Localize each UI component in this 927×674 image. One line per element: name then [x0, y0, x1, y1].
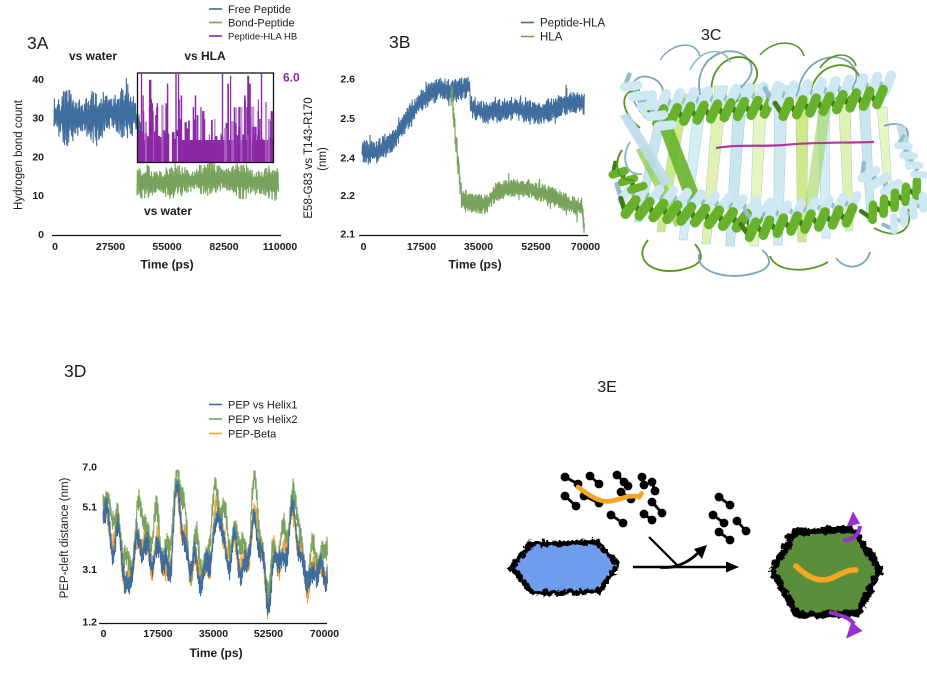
svg-text:55000: 55000: [152, 241, 181, 253]
svg-text:3C: 3C: [701, 27, 721, 44]
svg-text:Peptide-HLA HB: Peptide-HLA HB: [228, 32, 297, 43]
svg-text:Time (ps): Time (ps): [448, 258, 501, 272]
svg-text:vs HLA: vs HLA: [184, 49, 226, 63]
svg-text:7.0: 7.0: [82, 462, 97, 474]
svg-text:2.2: 2.2: [340, 190, 355, 202]
svg-text:vs water: vs water: [144, 204, 192, 218]
svg-text:52500: 52500: [521, 241, 550, 253]
svg-text:2.1: 2.1: [340, 229, 355, 241]
svg-text:Time (ps): Time (ps): [189, 646, 242, 660]
svg-text:Free Peptide: Free Peptide: [228, 4, 291, 16]
svg-text:(nm): (nm): [317, 147, 329, 171]
svg-text:110000: 110000: [263, 241, 298, 253]
svg-text:70000: 70000: [571, 241, 600, 253]
svg-text:Time (ps): Time (ps): [140, 258, 193, 272]
svg-text:10: 10: [32, 190, 44, 202]
svg-text:0: 0: [52, 241, 58, 253]
svg-text:Peptide-HLA: Peptide-HLA: [540, 18, 606, 30]
svg-text:Bond-Peptide: Bond-Peptide: [228, 18, 295, 30]
svg-text:5.1: 5.1: [82, 502, 97, 514]
svg-text:2.4: 2.4: [340, 152, 355, 164]
svg-text:0: 0: [361, 241, 367, 253]
svg-text:2.6: 2.6: [340, 74, 355, 86]
svg-text:PEP vs Helix2: PEP vs Helix2: [228, 414, 298, 426]
svg-text:17500: 17500: [407, 241, 436, 253]
svg-text:HLA: HLA: [540, 32, 563, 44]
svg-text:PEP-Beta: PEP-Beta: [228, 429, 277, 441]
svg-text:70000: 70000: [310, 628, 339, 640]
svg-text:52500: 52500: [254, 628, 283, 640]
svg-text:3B: 3B: [389, 32, 410, 52]
svg-text:PEP vs Helix1: PEP vs Helix1: [228, 400, 298, 412]
svg-text:0: 0: [101, 628, 107, 640]
svg-text:3.1: 3.1: [82, 564, 97, 576]
svg-text:40: 40: [32, 74, 44, 86]
svg-text:27500: 27500: [96, 241, 125, 253]
svg-text:3D: 3D: [64, 361, 86, 381]
svg-text:3E: 3E: [597, 379, 617, 396]
svg-text:17500: 17500: [143, 628, 172, 640]
svg-text:3A: 3A: [27, 33, 49, 53]
svg-text:20: 20: [32, 152, 44, 164]
svg-text:35000: 35000: [464, 241, 493, 253]
svg-text:2.5: 2.5: [340, 113, 355, 125]
svg-text:PEP-cleft distance (nm): PEP-cleft distance (nm): [59, 477, 71, 598]
svg-text:vs water: vs water: [69, 49, 117, 63]
svg-text:82500: 82500: [209, 241, 238, 253]
svg-text:6.0: 6.0: [283, 71, 300, 85]
svg-text:Hydrogen bond count: Hydrogen bond count: [13, 99, 25, 210]
svg-text:35000: 35000: [199, 628, 228, 640]
svg-text:30: 30: [32, 113, 44, 125]
svg-text:1.2: 1.2: [82, 617, 97, 629]
svg-text:E58-G83 vs T143-R170: E58-G83 vs T143-R170: [303, 97, 315, 218]
svg-text:0: 0: [38, 229, 44, 241]
